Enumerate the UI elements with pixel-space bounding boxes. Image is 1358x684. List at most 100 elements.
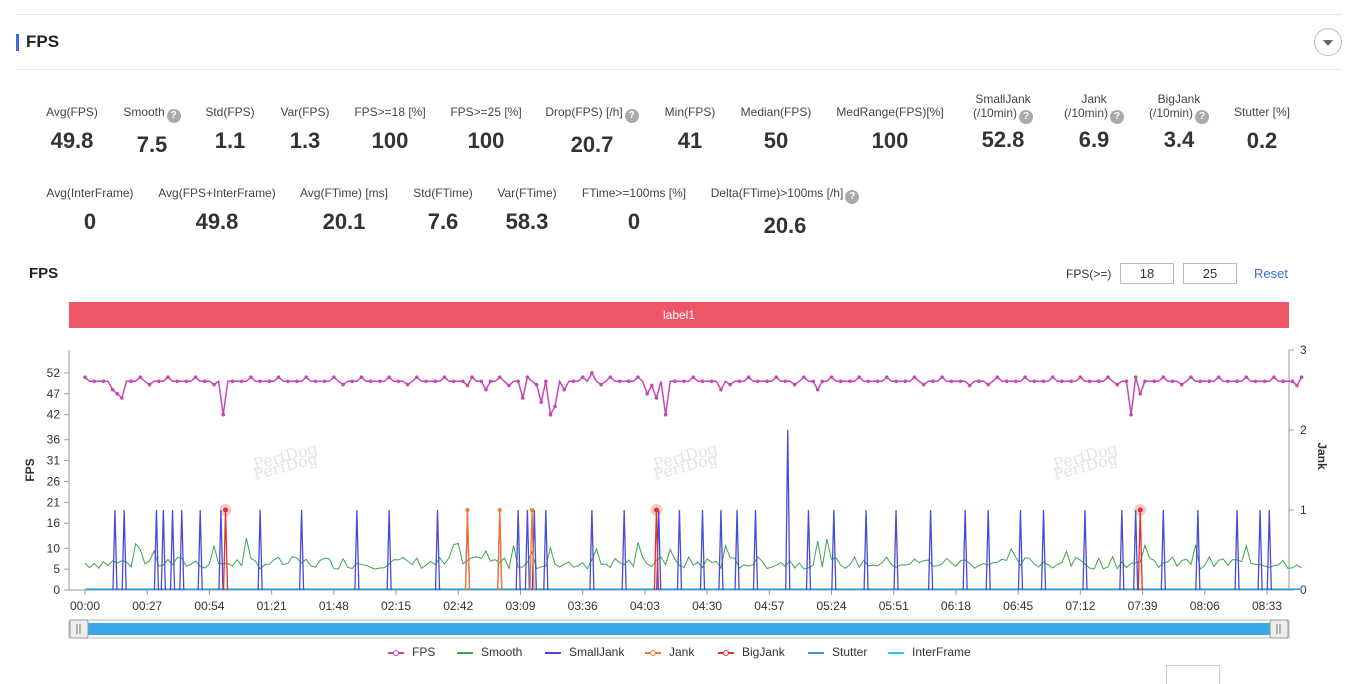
smalljank-spike bbox=[179, 509, 185, 591]
bigjank-spike bbox=[222, 509, 229, 591]
fps-point bbox=[746, 375, 751, 379]
fps-point bbox=[682, 379, 686, 384]
smalljank-spike bbox=[927, 509, 934, 591]
fps-point bbox=[857, 375, 861, 379]
stat-fps-ge-18: FPS>=18 [%] 100 bbox=[305, 105, 475, 154]
y2-axis-title: Jank bbox=[1315, 442, 1329, 470]
legend-label: Stutter bbox=[832, 645, 868, 659]
stat-label: Avg(FPS) bbox=[46, 105, 98, 119]
fps-point bbox=[1106, 375, 1110, 379]
help-icon[interactable]: ? bbox=[1019, 110, 1033, 124]
stat-label: Std(FPS) bbox=[205, 105, 255, 119]
fps-point bbox=[414, 375, 419, 379]
smalljank-spike bbox=[434, 509, 441, 591]
bigjank-marker bbox=[653, 507, 659, 513]
smalljank-spike bbox=[1119, 509, 1125, 591]
x-tick-label: 01:21 bbox=[257, 599, 287, 613]
y-tick-label: 31 bbox=[47, 454, 61, 468]
y-tick-label: 16 bbox=[47, 516, 61, 530]
stat-value: 0 bbox=[627, 209, 641, 234]
fps-point bbox=[949, 379, 954, 384]
fps-point bbox=[378, 379, 382, 384]
stat-value: 0.2 bbox=[1246, 128, 1278, 153]
help-icon[interactable]: ? bbox=[1195, 110, 1209, 124]
label-band[interactable]: label1 bbox=[69, 302, 1289, 328]
smalljank-spike bbox=[1133, 509, 1139, 591]
fps-point bbox=[442, 375, 447, 379]
fps-point bbox=[1262, 379, 1267, 384]
fps-point bbox=[792, 382, 797, 387]
stat-value: 20.6 bbox=[763, 213, 807, 238]
fps-point bbox=[709, 379, 714, 384]
stat-value: 41 bbox=[677, 128, 703, 153]
smalljank-spike bbox=[863, 509, 869, 591]
x-tick-label: 04:30 bbox=[692, 599, 722, 613]
collapse-chevron-icon[interactable] bbox=[1314, 28, 1342, 56]
smalljank-spike bbox=[169, 509, 176, 591]
stat-value: 49.8 bbox=[50, 128, 94, 153]
x-tick-label: 08:06 bbox=[1190, 599, 1220, 613]
x-tick-label: 08:33 bbox=[1252, 599, 1282, 613]
fps-point bbox=[783, 379, 788, 384]
fps-point bbox=[931, 379, 935, 384]
help-icon[interactable]: ? bbox=[1110, 110, 1124, 124]
bottom-control-stub[interactable] bbox=[1166, 665, 1220, 684]
smalljank-spike bbox=[1017, 509, 1024, 591]
smalljank-spike bbox=[197, 509, 203, 591]
fps-point bbox=[387, 375, 391, 379]
range-slider-right-handle[interactable] bbox=[1269, 619, 1289, 639]
fps-point bbox=[553, 404, 557, 409]
smalljank-spike bbox=[589, 509, 595, 591]
fps-threshold-high-input[interactable] bbox=[1183, 263, 1237, 284]
fps-point bbox=[1078, 375, 1083, 379]
smalljank-spike bbox=[121, 509, 127, 591]
fps-point bbox=[663, 412, 668, 417]
fps-point bbox=[1207, 379, 1212, 384]
smalljank-spike bbox=[805, 509, 812, 591]
smalljank-spike bbox=[1082, 509, 1088, 591]
fps-point bbox=[1295, 383, 1299, 388]
fps-point bbox=[1060, 379, 1064, 384]
legend-swatch bbox=[388, 650, 404, 656]
y-axis-title: FPS bbox=[23, 458, 37, 481]
fps-point bbox=[267, 379, 272, 384]
smalljank-spike bbox=[718, 509, 724, 591]
range-slider-left-handle[interactable] bbox=[69, 619, 89, 639]
fps-point bbox=[115, 392, 120, 396]
fps-point bbox=[212, 382, 216, 387]
fps-point bbox=[1179, 382, 1184, 387]
smalljank-spike bbox=[621, 509, 627, 591]
x-tick-label: 07:39 bbox=[1128, 599, 1158, 613]
fps-point bbox=[539, 400, 544, 404]
fps-point bbox=[193, 375, 198, 379]
stat-min-fps: Min(FPS) 41 bbox=[605, 105, 775, 154]
fps-point bbox=[1170, 379, 1175, 384]
chart-legend: FPS Smooth SmallJank Jank BigJank Stutter Inte… bbox=[0, 644, 1358, 662]
legend-swatch bbox=[457, 652, 473, 654]
fps-point bbox=[156, 379, 161, 384]
stat-value: 20.7 bbox=[570, 132, 614, 157]
smalljank-spike bbox=[218, 509, 224, 591]
stat-label: Var(FPS) bbox=[280, 105, 330, 119]
x-tick-label: 04:03 bbox=[630, 599, 660, 613]
help-icon[interactable]: ? bbox=[845, 190, 860, 204]
smalljank-spike bbox=[386, 509, 392, 591]
y-tick-label: 47 bbox=[47, 387, 61, 401]
fps-threshold-label: FPS(>=) bbox=[1066, 267, 1112, 281]
help-icon[interactable]: ? bbox=[624, 109, 639, 123]
reset-link[interactable]: Reset bbox=[1254, 266, 1288, 281]
smalljank-spike bbox=[1266, 509, 1272, 591]
smalljank-spike bbox=[543, 509, 549, 591]
help-icon[interactable]: ? bbox=[166, 109, 181, 123]
fps-point bbox=[967, 383, 972, 388]
fps-threshold-low-input[interactable] bbox=[1120, 263, 1174, 284]
fps-point bbox=[626, 379, 631, 384]
y2-tick-label: 3 bbox=[1300, 343, 1307, 357]
stat-median-fps: Median(FPS) 50 bbox=[691, 105, 861, 154]
range-slider-fill bbox=[81, 623, 1277, 635]
smalljank-spike bbox=[354, 509, 360, 591]
fps-point bbox=[1235, 379, 1239, 384]
smalljank-spike bbox=[1160, 509, 1166, 591]
fps-point bbox=[166, 375, 170, 379]
